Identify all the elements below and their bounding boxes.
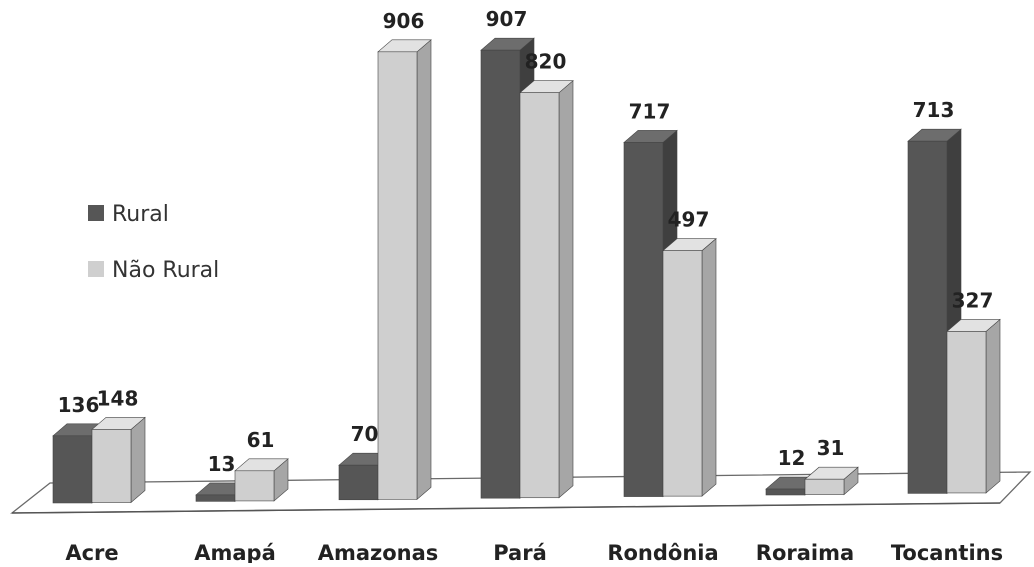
bar-nao-rural-tocantins [946,318,1001,494]
bar-side [130,416,146,504]
data-label-rural-acre: 136 [58,393,100,417]
data-label-rural-amazonas: 70 [351,422,379,446]
category-label-amazonas: Amazonas [318,541,439,563]
category-labels-layer: Acre Amapá Amazonas Pará Rondônia Roraima Toca… [65,541,1003,565]
data-label-nao-rural-amazonas: 906 [383,9,425,33]
data-label-rural-roraima: 12 [778,446,806,470]
legend-swatch-rural [88,205,104,221]
data-label-nao-rural-acre: 148 [97,386,139,410]
bar-nao-rural-amazonas [377,39,432,500]
data-label-rural-tocantins: 713 [913,98,955,122]
bar-front [195,494,236,502]
data-label-rural-para: 907 [486,7,528,31]
data-label-nao-rural-rondonia: 497 [668,208,710,232]
bar-nao-rural-amapa [234,458,289,502]
bar-front [662,250,703,497]
bar-front [765,488,806,496]
data-label-rural-rondonia: 717 [629,99,671,123]
bar-front [338,464,379,501]
legend-swatch-nao-rural [88,261,104,277]
category-label-tocantins: Tocantins [891,541,1003,563]
data-label-rural-amapa: 13 [208,452,236,476]
bar-front [907,140,948,494]
chart-floor-front-edge [11,502,1001,514]
bar-side [701,237,717,497]
bar-side [416,39,432,500]
data-label-nao-rural-amapa: 61 [247,428,275,452]
legend: Rural Não Rural [88,202,219,283]
category-label-amapa: Amapá [194,541,276,563]
bar-nao-rural-roraima [804,466,859,496]
bar-side [985,318,1001,494]
category-label-roraima: Roraima [756,541,854,563]
bar-front [946,331,987,494]
bar-front [52,435,93,504]
bar-nao-rural-acre [91,416,146,504]
legend-label-nao-rural: Não Rural [112,258,219,283]
bar-front [480,49,521,499]
bar-front [623,142,664,497]
category-label-rondonia: Rondônia [607,541,718,563]
legend-label-rural: Rural [112,202,169,227]
bar-front [377,51,418,500]
bar-front [91,429,132,503]
category-label-acre: Acre [65,541,118,563]
bar-front [804,478,845,495]
data-label-nao-rural-tocantins: 327 [952,288,994,312]
bar-nao-rural-rondonia [662,237,717,497]
bar-front [234,470,275,502]
bar-side [558,80,574,499]
category-label-para: Pará [493,541,547,563]
data-label-nao-rural-para: 820 [525,50,567,74]
bar-nao-rural-para [519,80,574,499]
bar-front [519,92,560,499]
bars-layer [52,37,1001,504]
data-label-nao-rural-roraima: 31 [817,436,845,460]
